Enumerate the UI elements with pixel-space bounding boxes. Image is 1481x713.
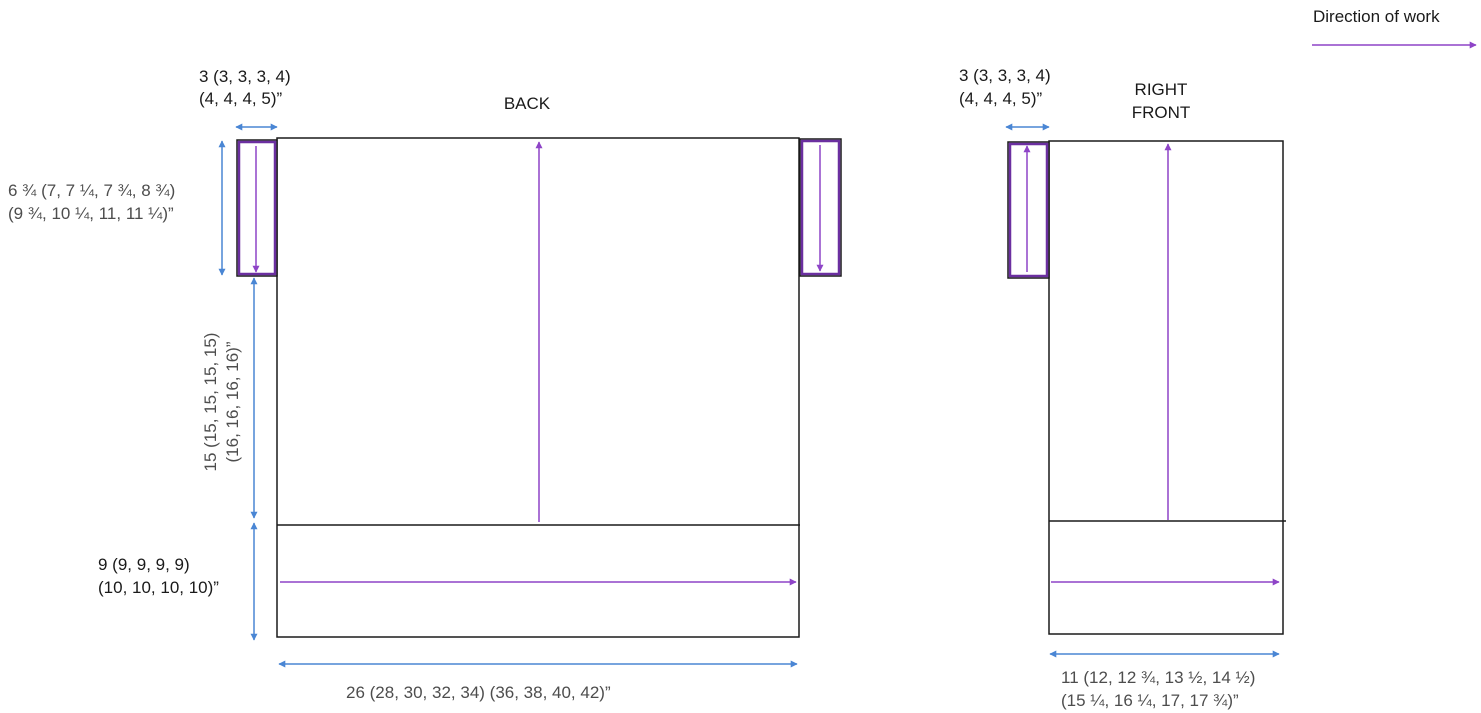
back-right-cuff-outer [799,138,842,277]
back-body-height-label-line1: 15 (15, 15, 15, 15) [201,333,220,472]
legend-label: Direction of work [1313,7,1440,26]
right-front-cuff [1008,142,1049,278]
right-front-panel: RIGHT FRONT 3 (3, 3, 3, 4) (4, 4, 4, 5)”… [959,66,1286,710]
back-panel: BACK 3 (3, 3, 3, 4) (4, 4, 4, 5)” 6 ¾ (7… [8,67,842,702]
right-front-width-label-line2: (15 ¼, 16 ¼, 17, 17 ¾)” [1061,691,1239,710]
right-front-title-line2: FRONT [1132,103,1191,122]
right-front-width-label-line1: 11 (12, 12 ¾, 13 ½, 14 ½) [1061,668,1255,687]
back-cuff-width-label-line1: 3 (3, 3, 3, 4) [199,67,291,86]
back-body-outline [276,137,800,638]
back-hem-height-label-line2: (10, 10, 10, 10)” [98,578,219,597]
right-front-body-outline [1048,140,1284,635]
back-cuff-height-label-line1: 6 ¾ (7, 7 ¼, 7 ¾, 8 ¾) [8,181,175,200]
back-right-cuff [800,139,841,276]
back-hem-height-label-line1: 9 (9, 9, 9, 9) [98,555,190,574]
back-left-cuff [237,140,277,276]
back-left-cuff-outer [236,139,278,277]
back-cuff-height-label-line2: (9 ¾, 10 ¼, 11, 11 ¼)” [8,204,174,223]
back-cuff-width-label-line2: (4, 4, 4, 5)” [199,89,282,108]
back-width-label: 26 (28, 30, 32, 34) (36, 38, 40, 42)” [346,683,611,702]
right-front-cuff-width-label-line1: 3 (3, 3, 3, 4) [959,66,1051,85]
right-front-title-line1: RIGHT [1135,80,1188,99]
back-body-height-label-line2: (16, 16, 16, 16)” [223,341,242,462]
direction-legend: Direction of work [1312,7,1477,49]
right-front-cuff-outer [1007,141,1050,279]
right-front-cuff-width-label-line2: (4, 4, 4, 5)” [959,89,1042,108]
back-title: BACK [504,94,551,113]
